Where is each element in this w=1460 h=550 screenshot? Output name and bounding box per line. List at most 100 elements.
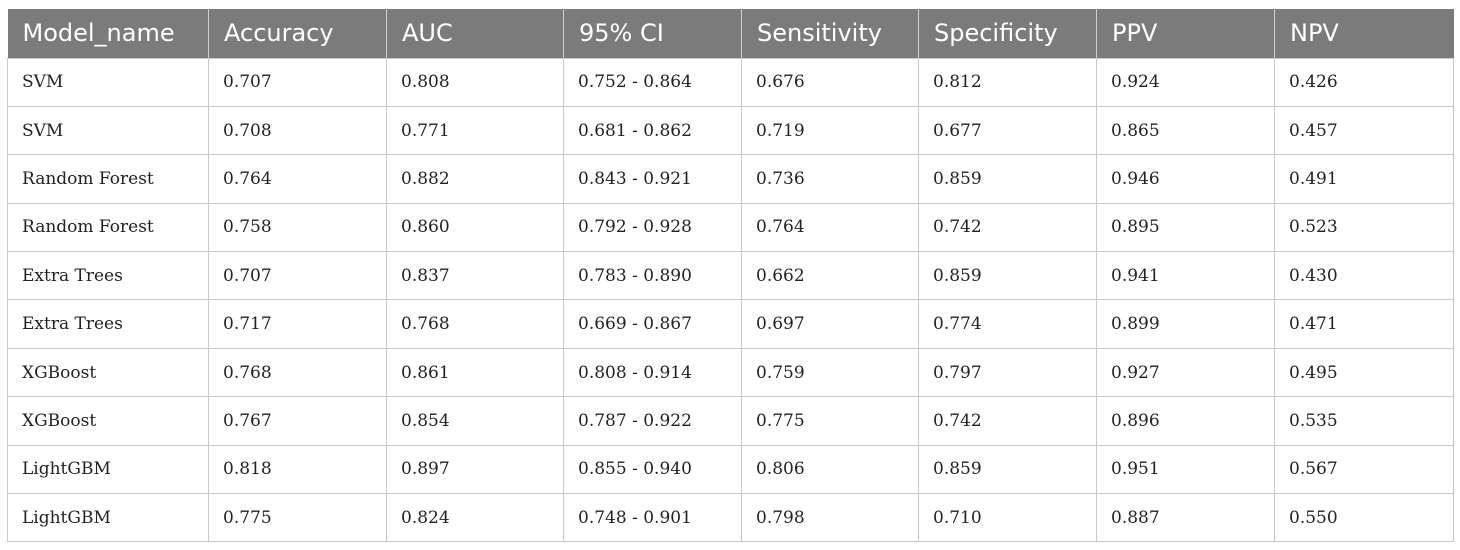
column-header-ci-95: 95% CI [563, 9, 742, 58]
cell-accuracy: 0.717 [208, 299, 387, 349]
cell-accuracy: 0.818 [208, 444, 387, 495]
cell-accuracy: 0.767 [208, 396, 387, 446]
cell-specificity: 0.677 [918, 105, 1097, 156]
cell-npv: 0.567 [1274, 444, 1454, 495]
cell-npv: 0.471 [1274, 299, 1454, 349]
cell-accuracy: 0.768 [208, 347, 387, 398]
cell-npv: 0.457 [1274, 105, 1454, 156]
cell-model-name: Random Forest [7, 202, 209, 253]
cell-auc: 0.808 [386, 57, 564, 107]
cell-model-name: SVM [7, 57, 209, 107]
cell-ppv: 0.895 [1096, 202, 1275, 253]
cell-ci-95: 0.748 - 0.901 [563, 493, 742, 543]
cell-specificity: 0.797 [918, 347, 1097, 398]
cell-specificity: 0.742 [918, 396, 1097, 446]
cell-specificity: 0.859 [918, 154, 1097, 204]
cell-accuracy: 0.708 [208, 105, 387, 156]
table-row: Extra Trees 0.707 0.837 0.783 - 0.890 0.662 0… [7, 251, 1454, 301]
cell-accuracy: 0.764 [208, 154, 387, 204]
model-metrics-table: Model_name Accuracy AUC 95% CI Sensitivity Sp… [7, 9, 1454, 543]
cell-specificity: 0.812 [918, 57, 1097, 107]
cell-specificity: 0.710 [918, 493, 1097, 543]
cell-specificity: 0.742 [918, 202, 1097, 253]
cell-ppv: 0.865 [1096, 105, 1275, 156]
cell-sensitivity: 0.719 [741, 105, 919, 156]
cell-specificity: 0.859 [918, 251, 1097, 301]
cell-ppv: 0.899 [1096, 299, 1275, 349]
cell-auc: 0.882 [386, 154, 564, 204]
table-row: Random Forest 0.764 0.882 0.843 - 0.921 0.73… [7, 154, 1454, 204]
cell-auc: 0.854 [386, 396, 564, 446]
cell-auc: 0.824 [386, 493, 564, 543]
cell-ci-95: 0.783 - 0.890 [563, 251, 742, 301]
cell-auc: 0.860 [386, 202, 564, 253]
cell-accuracy: 0.758 [208, 202, 387, 253]
cell-npv: 0.491 [1274, 154, 1454, 204]
cell-auc: 0.768 [386, 299, 564, 349]
cell-npv: 0.426 [1274, 57, 1454, 107]
cell-ci-95: 0.843 - 0.921 [563, 154, 742, 204]
cell-auc: 0.771 [386, 105, 564, 156]
table-header: Model_name Accuracy AUC 95% CI Sensitivity Sp… [7, 9, 1454, 58]
cell-sensitivity: 0.697 [741, 299, 919, 349]
cell-specificity: 0.859 [918, 444, 1097, 495]
cell-ppv: 0.896 [1096, 396, 1275, 446]
cell-model-name: Extra Trees [7, 299, 209, 349]
column-header-ppv: PPV [1096, 9, 1275, 58]
cell-sensitivity: 0.806 [741, 444, 919, 495]
cell-npv: 0.535 [1274, 396, 1454, 446]
cell-npv: 0.495 [1274, 347, 1454, 398]
table-row: XGBoost 0.767 0.854 0.787 - 0.922 0.775 0.742… [7, 396, 1454, 446]
column-header-auc: AUC [386, 9, 564, 58]
column-header-specificity: Specificity [918, 9, 1097, 58]
cell-npv: 0.523 [1274, 202, 1454, 253]
cell-ci-95: 0.787 - 0.922 [563, 396, 742, 446]
cell-ci-95: 0.792 - 0.928 [563, 202, 742, 253]
table-row: LightGBM 0.775 0.824 0.748 - 0.901 0.798 0.71… [7, 493, 1454, 543]
column-header-accuracy: Accuracy [208, 9, 387, 58]
table-row: Extra Trees 0.717 0.768 0.669 - 0.867 0.697 0… [7, 299, 1454, 349]
cell-ci-95: 0.808 - 0.914 [563, 347, 742, 398]
cell-auc: 0.837 [386, 251, 564, 301]
cell-ci-95: 0.752 - 0.864 [563, 57, 742, 107]
cell-sensitivity: 0.662 [741, 251, 919, 301]
column-header-model-name: Model_name [7, 9, 209, 58]
cell-ci-95: 0.855 - 0.940 [563, 444, 742, 495]
header-row: Model_name Accuracy AUC 95% CI Sensitivity Sp… [7, 9, 1454, 58]
cell-model-name: Extra Trees [7, 251, 209, 301]
cell-ppv: 0.941 [1096, 251, 1275, 301]
column-header-sensitivity: Sensitivity [741, 9, 919, 58]
cell-sensitivity: 0.798 [741, 493, 919, 543]
cell-model-name: LightGBM [7, 444, 209, 495]
table-row: LightGBM 0.818 0.897 0.855 - 0.940 0.806 0.85… [7, 444, 1454, 495]
cell-npv: 0.550 [1274, 493, 1454, 543]
cell-model-name: LightGBM [7, 493, 209, 543]
table-body: SVM 0.707 0.808 0.752 - 0.864 0.676 0.812 0.92… [7, 57, 1454, 543]
cell-ppv: 0.887 [1096, 493, 1275, 543]
cell-model-name: SVM [7, 105, 209, 156]
cell-ppv: 0.927 [1096, 347, 1275, 398]
cell-accuracy: 0.707 [208, 57, 387, 107]
cell-sensitivity: 0.764 [741, 202, 919, 253]
cell-ppv: 0.924 [1096, 57, 1275, 107]
cell-auc: 0.861 [386, 347, 564, 398]
cell-model-name: XGBoost [7, 396, 209, 446]
cell-accuracy: 0.707 [208, 251, 387, 301]
cell-model-name: Random Forest [7, 154, 209, 204]
cell-auc: 0.897 [386, 444, 564, 495]
cell-sensitivity: 0.759 [741, 347, 919, 398]
table-row: SVM 0.708 0.771 0.681 - 0.862 0.719 0.677 0.86… [7, 105, 1454, 156]
cell-sensitivity: 0.736 [741, 154, 919, 204]
cell-npv: 0.430 [1274, 251, 1454, 301]
cell-specificity: 0.774 [918, 299, 1097, 349]
cell-sensitivity: 0.676 [741, 57, 919, 107]
cell-ci-95: 0.681 - 0.862 [563, 105, 742, 156]
table-row: XGBoost 0.768 0.861 0.808 - 0.914 0.759 0.797… [7, 347, 1454, 398]
cell-model-name: XGBoost [7, 347, 209, 398]
cell-ppv: 0.951 [1096, 444, 1275, 495]
cell-ci-95: 0.669 - 0.867 [563, 299, 742, 349]
table-row: Random Forest 0.758 0.860 0.792 - 0.928 0.76… [7, 202, 1454, 253]
column-header-npv: NPV [1274, 9, 1454, 58]
table-row: SVM 0.707 0.808 0.752 - 0.864 0.676 0.812 0.92… [7, 57, 1454, 107]
cell-ppv: 0.946 [1096, 154, 1275, 204]
